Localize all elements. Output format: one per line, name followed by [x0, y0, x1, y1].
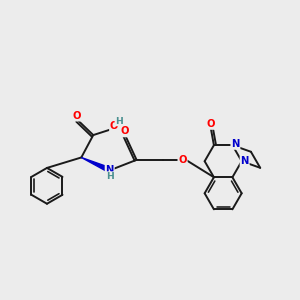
- Text: O: O: [110, 121, 118, 130]
- Text: N: N: [241, 156, 249, 166]
- Text: N: N: [106, 165, 114, 175]
- Text: O: O: [178, 154, 187, 165]
- Polygon shape: [81, 158, 108, 171]
- Text: N: N: [231, 139, 240, 149]
- Text: O: O: [73, 111, 81, 121]
- Text: O: O: [121, 127, 129, 136]
- Text: O: O: [207, 119, 215, 129]
- Text: H: H: [116, 116, 123, 125]
- Text: H: H: [106, 172, 114, 181]
